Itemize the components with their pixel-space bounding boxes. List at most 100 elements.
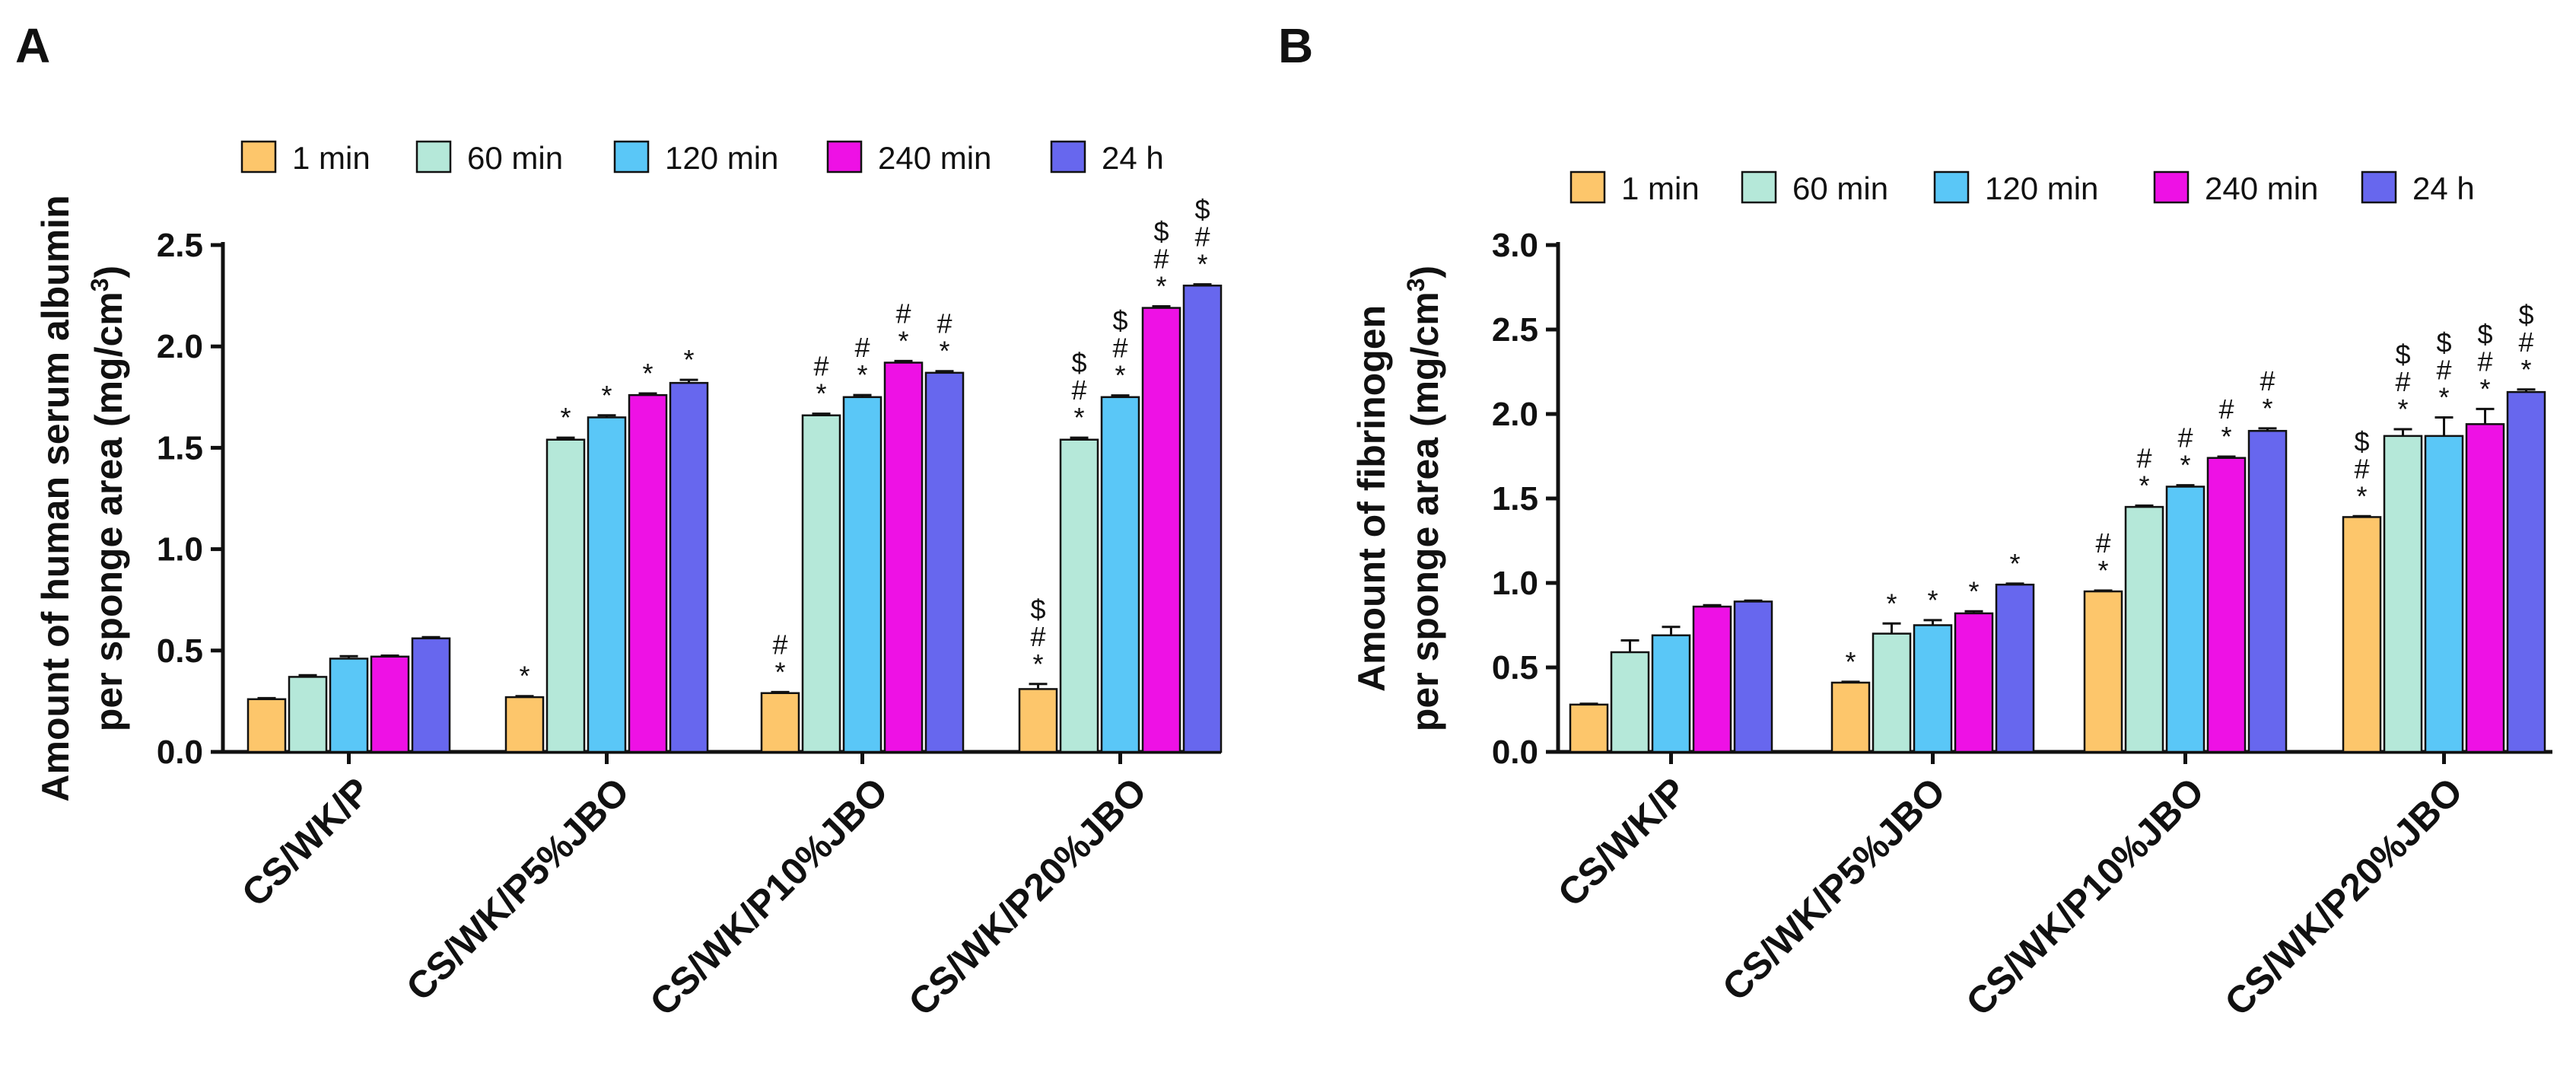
significance-marker: * (1115, 360, 1125, 391)
significance-marker: # (2354, 453, 2369, 484)
bar (2424, 435, 2464, 753)
bar (1651, 634, 1691, 753)
significance-marker: * (2262, 393, 2272, 424)
significance-marker: * (2180, 450, 2190, 481)
legend-label: 240 min (2205, 170, 2318, 206)
significance-marker: $ (1153, 215, 1169, 247)
y-tick-label: 1.0 (157, 531, 203, 568)
bar (1995, 583, 2035, 753)
bar (2247, 429, 2288, 753)
bar (2124, 505, 2164, 753)
significance-marker: $ (1112, 305, 1127, 336)
significance-marker: * (816, 378, 826, 409)
bar (288, 676, 328, 753)
significance-marker: * (683, 344, 694, 375)
significance-marker: * (1032, 648, 1043, 680)
y-tick-label: 2.5 (1492, 311, 1538, 349)
significance-marker: * (2139, 470, 2149, 501)
bar (1182, 285, 1223, 753)
significance-marker: # (1153, 243, 1169, 274)
significance-marker: * (898, 325, 908, 356)
y-tick-label: 1.5 (157, 429, 203, 467)
legend-label: 1 min (1621, 170, 1700, 206)
y-axis-title-superscript: 3 (1402, 278, 1430, 291)
bar (1141, 307, 1181, 753)
legend-swatch (415, 140, 452, 174)
significance-marker: # (2218, 393, 2234, 425)
significance-marker: # (895, 298, 911, 329)
panel-letter: A (15, 18, 50, 73)
significance-marker: # (1071, 374, 1086, 406)
significance-marker: # (2177, 422, 2193, 454)
bar (924, 371, 965, 753)
significance-marker: * (939, 336, 949, 367)
significance-marker: # (813, 351, 828, 382)
bar (2342, 516, 2382, 753)
significance-marker: $ (1030, 594, 1045, 625)
significance-marker: $ (2477, 318, 2492, 349)
significance-marker: * (1845, 646, 1856, 677)
significance-marker: # (2436, 354, 2451, 385)
significance-marker: * (1156, 270, 1166, 301)
significance-marker: $ (2395, 339, 2410, 370)
significance-marker: * (642, 358, 653, 389)
significance-marker: # (1112, 333, 1127, 364)
legend-label: 60 min (1792, 170, 1888, 206)
significance-marker: # (1030, 621, 1045, 652)
bar (246, 698, 287, 753)
bar (1569, 703, 1609, 753)
bar (801, 414, 841, 753)
y-tick-label: 0.0 (157, 734, 203, 771)
significance-marker: $ (2518, 299, 2533, 330)
bar (587, 416, 627, 753)
bar (545, 438, 586, 753)
legend-label: 24 h (1102, 140, 1164, 176)
y-tick-label: 1.0 (1492, 565, 1538, 602)
significance-marker: $ (1071, 347, 1086, 378)
legend-swatch (1050, 140, 1086, 174)
legend-label: 60 min (467, 140, 563, 176)
y-tick-label: 3.0 (1492, 227, 1538, 264)
bar (1872, 632, 1912, 753)
y-tick-label: 0.5 (157, 632, 203, 670)
significance-marker: # (1194, 221, 1210, 253)
legend-swatch (1569, 170, 1606, 204)
significance-marker: * (2520, 354, 2531, 385)
significance-marker: * (857, 359, 867, 390)
bar (1913, 624, 1953, 753)
legend-label: 120 min (1985, 170, 2098, 206)
y-axis-title-line2: per sponge area (mg/cm3) (1402, 266, 1446, 731)
significance-marker: * (1886, 588, 1897, 619)
bar (883, 361, 924, 753)
significance-marker: * (774, 656, 785, 687)
y-tick-label: 2.0 (1492, 396, 1538, 433)
significance-marker: # (772, 629, 787, 660)
significance-marker: # (2136, 442, 2151, 473)
y-axis-title-text: per sponge area (mg/cm (1404, 291, 1446, 731)
significance-marker: * (601, 380, 612, 411)
bar (1830, 681, 1871, 753)
bar (1018, 688, 1058, 753)
significance-marker: * (2479, 373, 2490, 404)
y-axis-title-line1: Amount of fibrinogen (1350, 305, 1393, 692)
bar (628, 393, 668, 753)
bar (760, 692, 800, 753)
bar (1610, 651, 1650, 753)
bar (2465, 423, 2505, 753)
significance-marker: # (2477, 346, 2492, 377)
y-tick-label: 0.0 (1492, 734, 1538, 771)
significance-marker: * (560, 402, 571, 433)
y-tick-label: 2.0 (157, 328, 203, 365)
legend-label: 1 min (292, 140, 370, 176)
y-axis-title-paren: ) (87, 266, 130, 279)
y-tick-label: 1.5 (1492, 480, 1538, 517)
legend-label: 240 min (878, 140, 991, 176)
significance-marker: # (937, 308, 952, 339)
legend-swatch (2361, 170, 2397, 204)
legend-label: 120 min (665, 140, 778, 176)
legend-label: 24 h (2412, 170, 2475, 206)
significance-marker: * (2397, 393, 2408, 425)
bar (669, 381, 709, 753)
y-tick-label: 0.5 (1492, 649, 1538, 686)
